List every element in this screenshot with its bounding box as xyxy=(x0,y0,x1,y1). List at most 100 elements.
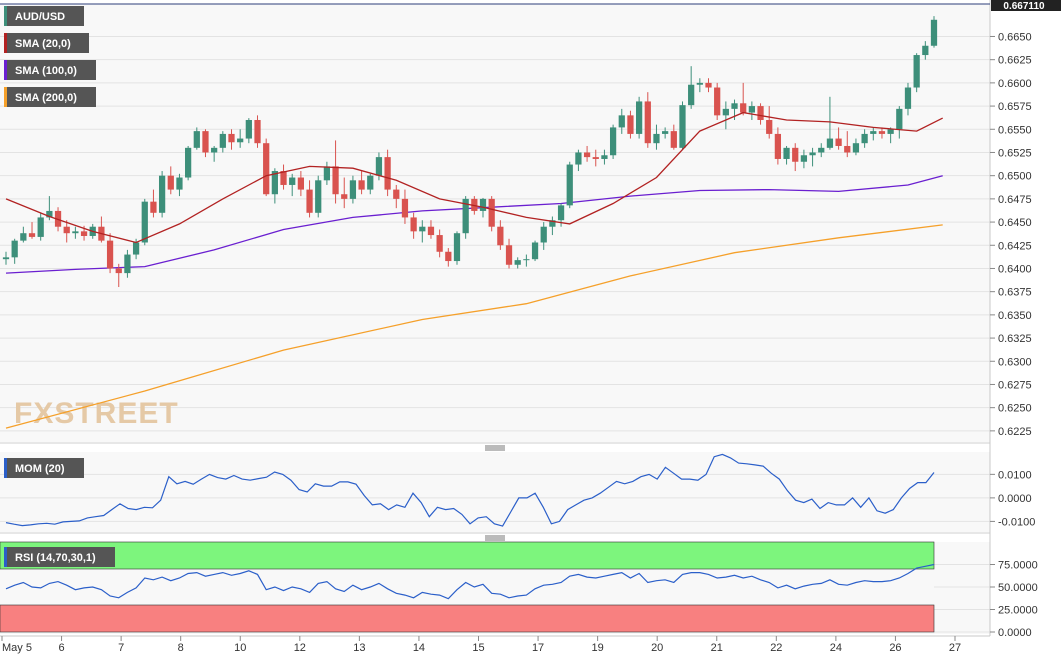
candle-down xyxy=(592,157,599,159)
legend-sma-20[interactable]: SMA (20,0) xyxy=(4,33,89,53)
candle-up xyxy=(37,217,44,237)
price-tick-label: 0.6350 xyxy=(998,310,1032,322)
candle-down xyxy=(167,175,174,190)
price-tick-label: 0.6225 xyxy=(998,426,1032,438)
candle-down xyxy=(332,166,339,195)
candle-up xyxy=(601,155,608,159)
candle-down xyxy=(263,143,270,195)
resize-handle-mom[interactable] xyxy=(485,445,505,451)
price-panel-bg xyxy=(0,4,990,442)
candle-down xyxy=(714,87,721,116)
x-tick-label: 12 xyxy=(294,642,306,654)
watermark: FXSTREET xyxy=(14,397,179,430)
rsi-overbought-band xyxy=(0,541,935,570)
candle-up xyxy=(688,84,695,106)
legend-sma-100[interactable]: SMA (100,0) xyxy=(4,60,96,80)
x-tick-label: 19 xyxy=(592,642,604,654)
price-tick-label: 0.6300 xyxy=(998,356,1032,368)
x-tick-label: 8 xyxy=(178,642,184,654)
candle-up xyxy=(323,166,331,181)
candle-up xyxy=(375,157,383,176)
x-tick-label: 13 xyxy=(353,642,365,654)
rsi-line xyxy=(5,563,935,600)
candle-down xyxy=(384,157,391,190)
candle-up xyxy=(11,240,18,258)
candle-down xyxy=(228,133,235,143)
candle-up xyxy=(46,210,53,218)
legend-mom[interactable]: MOM (20) xyxy=(4,458,84,478)
price-tick-label: 0.6250 xyxy=(998,403,1032,415)
legend-symbol[interactable]: AUD/USD xyxy=(4,6,84,26)
mom-series xyxy=(5,453,935,527)
candle-up xyxy=(462,198,469,234)
candle-up xyxy=(662,131,669,134)
candle-up xyxy=(531,242,539,260)
candle-down xyxy=(878,131,886,134)
candle-down xyxy=(280,171,287,185)
candle-up xyxy=(315,180,322,213)
sma-200-series xyxy=(5,224,943,429)
candle-up xyxy=(349,180,357,199)
candle-up xyxy=(852,143,860,153)
x-tick-label: 7 xyxy=(118,642,124,654)
price-tick-label: 0.6575 xyxy=(998,101,1032,113)
candle-down xyxy=(28,233,36,237)
candle-up xyxy=(158,175,166,213)
price-tick-label: 0.6650 xyxy=(998,31,1032,43)
candle-down xyxy=(63,226,70,234)
legend-sma-200-label: SMA (200,0) xyxy=(15,92,77,104)
candle-up xyxy=(193,131,200,148)
candle-down xyxy=(644,101,651,144)
legend-rsi-label: RSI (14,70,30,1) xyxy=(15,552,96,564)
candle-up xyxy=(904,87,912,109)
candle-up xyxy=(2,257,10,260)
candle-down xyxy=(150,201,157,213)
candle-down xyxy=(358,180,365,190)
resize-handle-rsi[interactable] xyxy=(485,535,505,541)
candle-up xyxy=(453,233,461,262)
candle-up xyxy=(124,254,131,274)
candle-up xyxy=(809,152,816,156)
candle-up xyxy=(722,108,729,116)
price-tick-label: 0.6425 xyxy=(998,240,1032,252)
price-tick-label: 0.6550 xyxy=(998,124,1032,136)
rsi-grid xyxy=(934,564,990,633)
candle-up xyxy=(523,259,530,261)
candle-up xyxy=(887,129,894,134)
x-tick-label: 21 xyxy=(711,642,723,654)
price-tick-label: 0.6275 xyxy=(998,379,1032,391)
candle-up xyxy=(557,205,565,221)
candle-up xyxy=(679,105,686,148)
rsi-axis-ticks: 75.0000 50.0000 25.0000 0.0000 xyxy=(990,560,1038,639)
x-tick-label: May 5 xyxy=(2,642,32,654)
x-tick-label: 6 xyxy=(59,642,65,654)
candle-up xyxy=(185,147,192,178)
candle-up xyxy=(922,45,929,56)
candle-down xyxy=(774,133,782,159)
candle-up xyxy=(176,177,183,190)
candle-up xyxy=(549,220,556,227)
candle-down xyxy=(705,82,712,88)
candle-down xyxy=(341,194,348,199)
candle-down xyxy=(505,245,513,265)
legend-sma-200[interactable]: SMA (200,0) xyxy=(4,87,96,107)
candle-up xyxy=(479,198,487,211)
legend-sma-20-label: SMA (20,0) xyxy=(15,38,71,50)
candle-up xyxy=(696,82,703,85)
candle-up xyxy=(618,115,625,128)
candle-up xyxy=(653,133,660,144)
candle-down xyxy=(627,115,634,134)
candle-up xyxy=(211,147,218,153)
price-tick-label: 0.6625 xyxy=(998,55,1032,67)
candle-up xyxy=(913,55,920,88)
candle-down xyxy=(844,145,851,153)
rsi-tick-label: 25.0000 xyxy=(998,605,1038,617)
candle-up xyxy=(896,108,903,130)
mom-tick-label: 0.0000 xyxy=(998,493,1032,505)
legend-rsi[interactable]: RSI (14,70,30,1) xyxy=(4,547,115,567)
price-tick-label: 0.6525 xyxy=(998,147,1032,159)
candle-down xyxy=(436,235,443,252)
rsi-series xyxy=(5,563,935,600)
candle-up xyxy=(566,164,573,206)
